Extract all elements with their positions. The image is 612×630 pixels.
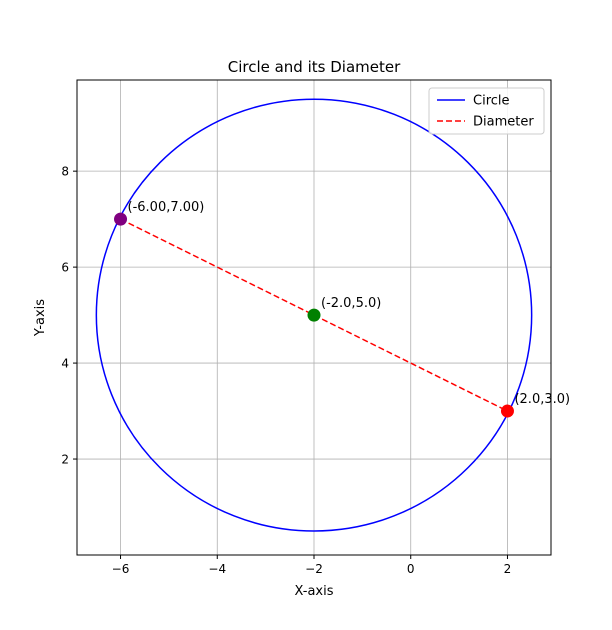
y-tick-label: 6 (61, 261, 69, 275)
point-annotation: (-2.0,5.0) (321, 296, 381, 311)
point-marker (114, 212, 128, 226)
y-tick-label: 4 (61, 357, 69, 371)
x-tick-label: 2 (504, 562, 512, 576)
ticks: −6 −4 −2 0 2 2 4 6 8 (61, 165, 511, 576)
point-annotation: (2.0,3.0) (514, 392, 570, 407)
x-tick-label: −4 (208, 562, 226, 576)
x-tick-label: −6 (112, 562, 130, 576)
y-tick-label: 2 (61, 453, 69, 467)
x-axis-label: X-axis (295, 584, 334, 599)
point-annotation: (-6.00,7.00) (128, 200, 205, 215)
points-layer: (-6.00,7.00) (-2.0,5.0) (2.0,3.0) (114, 200, 570, 418)
x-tick-label: 0 (407, 562, 415, 576)
x-tick-label: −2 (305, 562, 323, 576)
chart-title: Circle and its Diameter (228, 58, 401, 76)
legend: Circle Diameter (428, 87, 545, 135)
point-marker (500, 404, 514, 418)
circle-line (95, 98, 533, 532)
point-marker (307, 308, 321, 322)
y-axis-label: Y-axis (33, 299, 48, 337)
y-tick-label: 8 (61, 165, 69, 179)
legend-label: Circle (473, 94, 510, 109)
series-layer (95, 98, 533, 532)
legend-label: Diameter (473, 115, 534, 130)
